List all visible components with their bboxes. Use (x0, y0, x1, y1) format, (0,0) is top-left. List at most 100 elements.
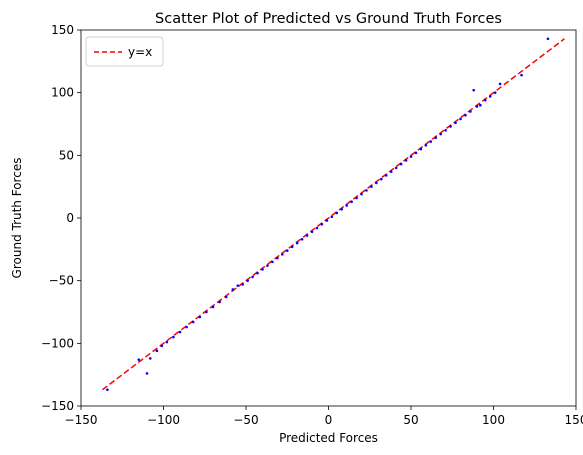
scatter-point (409, 155, 413, 158)
reference-line-layer (101, 38, 565, 391)
scatter-point (155, 349, 159, 353)
scatter-points-layer (106, 37, 550, 392)
scatter-point (261, 268, 264, 271)
scatter-point (256, 271, 259, 275)
y-tick-label: 0 (66, 211, 74, 225)
scatter-point (198, 315, 202, 319)
scatter-point (472, 88, 476, 92)
scatter-point (449, 125, 452, 128)
scatter-point (454, 121, 457, 125)
chart-title: Scatter Plot of Predicted vs Ground Trut… (155, 11, 502, 27)
scatter-point (266, 264, 269, 267)
scatter-point (444, 128, 447, 132)
scatter-point (310, 230, 314, 234)
scatter-point (251, 275, 254, 279)
scatter-point (419, 147, 423, 151)
scatter-point (106, 388, 109, 392)
scatter-point (475, 105, 479, 108)
scatter-point (414, 151, 418, 155)
scatter-point (370, 185, 373, 188)
scatter-point (464, 113, 467, 117)
scatter-point (137, 358, 141, 361)
scatter-point (340, 207, 344, 211)
scatter-point (434, 136, 438, 140)
x-tick-label: 150 (565, 413, 583, 427)
scatter-point (315, 226, 319, 230)
scatter-point (498, 82, 502, 86)
x-tick-label: 100 (482, 413, 505, 427)
legend-label-y-equals-x: y=x (128, 45, 152, 59)
legend: y=x (85, 36, 164, 67)
scatter-point (394, 166, 398, 170)
x-tick-label: 50 (403, 413, 418, 427)
scatter-point (231, 288, 235, 291)
scatter-point (276, 256, 279, 260)
scatter-point (429, 140, 433, 143)
scatter-point (365, 189, 368, 192)
y-tick-label: −100 (41, 336, 74, 350)
scatter-point (205, 310, 208, 314)
scatter-point (325, 219, 329, 222)
scatter-point (149, 357, 152, 360)
scatter-point (330, 215, 334, 219)
scatter-point (300, 238, 304, 241)
scatter-point (404, 159, 408, 162)
scatter-point (483, 98, 487, 102)
scatter-point (380, 177, 383, 181)
scatter-point (191, 320, 195, 324)
scatter-point (488, 95, 492, 98)
scatter-point (424, 144, 428, 147)
reference-line-y-equals-x (101, 38, 565, 391)
y-axis-title: Ground Truth Forces (10, 158, 24, 279)
scatter-point (165, 340, 169, 344)
scatter-point (493, 91, 497, 94)
scatter-point (218, 300, 221, 304)
scatter-point (546, 37, 550, 41)
y-tick-label: 50 (59, 148, 74, 162)
scatter-point (211, 305, 215, 309)
x-tick-label: −100 (147, 413, 180, 427)
x-tick-label: 0 (325, 413, 333, 427)
scatter-point (295, 241, 299, 245)
scatter-point (285, 249, 289, 252)
scatter-point (145, 372, 149, 375)
scatter-point (290, 245, 294, 249)
scatter-point (246, 279, 249, 282)
scatter-point (399, 162, 403, 166)
x-axis-title: Predicted Forces (279, 431, 378, 445)
scatter-point (439, 132, 443, 136)
x-tick-label: −50 (233, 413, 258, 427)
scatter-point (375, 181, 378, 185)
scatter-point (224, 295, 228, 299)
scatter-point (320, 222, 324, 226)
scatter-point (350, 200, 353, 204)
scatter-point (355, 196, 358, 200)
scatter-point (185, 325, 188, 329)
scatter-point (360, 192, 363, 196)
x-tick-label: −150 (65, 413, 98, 427)
scatter-point (469, 110, 472, 113)
scatter-point (479, 103, 482, 107)
legend-box (85, 36, 164, 67)
scatter-point (160, 344, 164, 348)
scatter-point (178, 330, 182, 334)
y-tick-label: −150 (41, 399, 74, 413)
scatter-point (305, 234, 309, 237)
y-tick-label: 100 (51, 86, 74, 100)
y-axis-ticks: −150 −100 −50 0 50 100 150 (41, 23, 81, 413)
scatter-point (384, 174, 388, 177)
scatter-point (236, 284, 240, 287)
scatter-point (389, 170, 393, 173)
y-tick-label: 150 (51, 23, 74, 37)
scatter-point (172, 335, 175, 339)
scatter-point (335, 211, 339, 215)
scatter-point (271, 260, 274, 264)
scatter-point (459, 117, 462, 121)
scatter-point (345, 204, 348, 207)
scatter-point (241, 283, 244, 286)
scatter-point (520, 73, 523, 77)
x-axis-ticks: −150 −100 −50 0 50 100 150 (65, 406, 583, 427)
scatter-point (281, 253, 284, 256)
y-tick-label: −50 (49, 274, 74, 288)
